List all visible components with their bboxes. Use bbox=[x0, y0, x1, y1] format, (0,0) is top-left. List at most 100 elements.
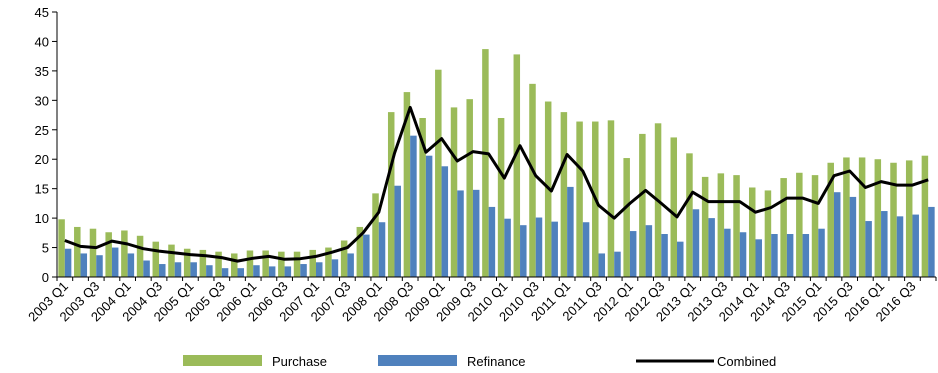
bar bbox=[504, 218, 511, 277]
bar bbox=[136, 235, 144, 277]
bar bbox=[309, 249, 316, 277]
bar bbox=[905, 160, 913, 277]
bar bbox=[567, 186, 574, 277]
line bbox=[64, 105, 929, 263]
bar bbox=[780, 178, 787, 277]
bar bbox=[598, 253, 606, 277]
bar bbox=[513, 54, 521, 278]
bar bbox=[482, 49, 489, 277]
bar bbox=[268, 266, 276, 277]
bar bbox=[724, 228, 731, 277]
bar bbox=[843, 157, 850, 277]
bar bbox=[849, 196, 857, 277]
bar bbox=[921, 155, 929, 277]
bar bbox=[582, 222, 590, 277]
bar bbox=[858, 157, 866, 277]
y-tick-label: 20 bbox=[35, 152, 49, 167]
bar bbox=[771, 234, 778, 277]
bar bbox=[827, 162, 834, 277]
bar bbox=[89, 228, 97, 277]
bar bbox=[811, 175, 819, 277]
bar bbox=[786, 234, 794, 277]
legend-label: Refinance bbox=[467, 354, 526, 369]
bar bbox=[410, 135, 417, 277]
bar bbox=[535, 217, 543, 277]
y-tick-label: 40 bbox=[35, 34, 49, 49]
y-tick-label: 45 bbox=[35, 5, 49, 20]
bar bbox=[246, 250, 254, 277]
bar bbox=[890, 162, 897, 277]
bar bbox=[231, 253, 238, 277]
bar bbox=[692, 209, 700, 277]
bar bbox=[708, 218, 715, 277]
bar bbox=[497, 118, 505, 277]
bar bbox=[143, 260, 150, 277]
bar bbox=[881, 211, 888, 277]
bar bbox=[419, 118, 426, 277]
bar bbox=[74, 226, 81, 277]
bar bbox=[457, 190, 464, 277]
bar bbox=[284, 266, 292, 277]
bar bbox=[896, 216, 904, 277]
bar bbox=[183, 248, 191, 277]
bar bbox=[152, 241, 160, 277]
bar bbox=[387, 112, 395, 277]
bar bbox=[105, 232, 112, 277]
bar bbox=[560, 112, 568, 277]
bar bbox=[58, 219, 65, 277]
bar bbox=[928, 206, 935, 277]
bar bbox=[796, 172, 803, 277]
bar bbox=[372, 193, 379, 277]
bar bbox=[802, 234, 810, 277]
legend-swatch bbox=[183, 355, 262, 366]
bar bbox=[394, 185, 401, 277]
bar bbox=[300, 264, 307, 277]
bar bbox=[639, 133, 646, 277]
bar bbox=[121, 230, 128, 277]
bar bbox=[325, 247, 332, 277]
bar bbox=[739, 232, 747, 277]
bar bbox=[488, 206, 496, 277]
bar bbox=[450, 107, 458, 278]
bar bbox=[614, 251, 621, 277]
bar bbox=[466, 99, 473, 278]
bar bbox=[80, 253, 88, 277]
bar bbox=[629, 231, 637, 277]
y-tick-label: 25 bbox=[35, 123, 49, 138]
bar bbox=[425, 155, 433, 277]
bar bbox=[96, 255, 103, 277]
bar bbox=[755, 239, 762, 277]
bar bbox=[237, 268, 245, 277]
bar bbox=[701, 176, 709, 277]
legend-label: Purchase bbox=[272, 354, 327, 369]
bar bbox=[686, 153, 693, 277]
bar bbox=[576, 121, 583, 278]
bar bbox=[661, 234, 668, 277]
bar bbox=[764, 190, 772, 277]
bar bbox=[551, 221, 558, 277]
bar bbox=[278, 251, 285, 277]
bar bbox=[520, 225, 527, 277]
bar bbox=[262, 250, 269, 277]
y-tick-label: 5 bbox=[42, 241, 49, 256]
bar bbox=[441, 166, 449, 277]
bar bbox=[64, 248, 72, 277]
bar bbox=[340, 240, 348, 277]
bar bbox=[356, 226, 364, 277]
bar bbox=[874, 159, 882, 277]
bar bbox=[221, 268, 229, 277]
bar bbox=[159, 264, 166, 277]
bar bbox=[403, 92, 411, 277]
y-tick-label: 0 bbox=[42, 270, 49, 285]
bar bbox=[315, 262, 323, 277]
bar bbox=[190, 262, 197, 277]
bar bbox=[293, 251, 301, 277]
bar bbox=[435, 69, 442, 277]
bar bbox=[912, 214, 919, 277]
y-tick-label: 30 bbox=[35, 93, 49, 108]
bar bbox=[717, 173, 725, 277]
bar bbox=[529, 83, 536, 277]
y-tick-label: 15 bbox=[35, 182, 49, 197]
legend-swatch bbox=[378, 355, 457, 366]
